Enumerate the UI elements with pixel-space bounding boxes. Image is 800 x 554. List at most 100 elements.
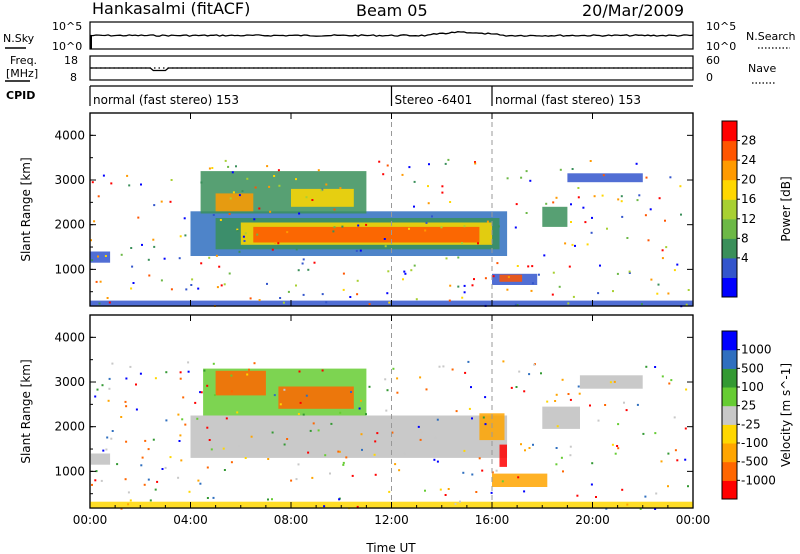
scatter-speck — [215, 254, 218, 257]
scatter-speck — [356, 293, 359, 296]
scatter-region — [253, 226, 480, 243]
scatter-speck — [449, 284, 452, 287]
x-tick-label: 04:00 — [173, 513, 208, 527]
scatter-speck — [208, 439, 211, 441]
scatter-speck — [661, 375, 664, 378]
scatter-speck — [555, 196, 558, 199]
cpid-segment-label: normal (fast stereo) 153 — [93, 93, 239, 107]
scatter-speck — [271, 248, 274, 251]
scatter-speck — [582, 206, 585, 209]
scatter-region — [215, 193, 254, 212]
scatter-speck — [320, 189, 323, 192]
scatter-speck — [135, 408, 138, 411]
scatter-speck — [177, 476, 180, 479]
scatter-speck — [107, 399, 110, 402]
scatter-speck — [355, 249, 358, 252]
scatter-speck — [434, 436, 437, 439]
scatter-speck — [501, 480, 504, 483]
scatter-speck — [91, 483, 93, 486]
scatter-speck — [110, 182, 113, 185]
scatter-speck — [365, 413, 367, 416]
scatter-speck — [687, 485, 689, 488]
nsky-tick-left-top: 10^5 — [52, 20, 82, 33]
scatter-speck — [427, 202, 430, 205]
scatter-speck — [687, 289, 690, 291]
scatter-speck — [206, 466, 209, 469]
scatter-speck — [623, 401, 625, 404]
scatter-speck — [617, 423, 620, 426]
scatter-speck — [440, 226, 443, 229]
scatter-speck — [208, 167, 211, 170]
scatter-speck — [520, 443, 522, 446]
scatter-speck — [413, 180, 416, 183]
scatter-speck — [154, 488, 157, 491]
freq-tick-top: 18 — [64, 54, 78, 67]
scatter-speck — [613, 380, 616, 383]
scatter-speck — [639, 507, 642, 510]
scatter-speck — [130, 247, 133, 249]
scatter-speck — [163, 257, 166, 260]
scatter-speck — [388, 301, 391, 304]
nsky-tick-left-bottom: 10^0 — [52, 40, 82, 53]
power-panel: 1000 2000 3000 4000 Slant Range [km] 28 24 20 16… — [19, 112, 793, 308]
scatter-speck — [482, 416, 485, 419]
scatter-speck — [376, 432, 379, 435]
scatter-speck — [685, 303, 688, 306]
scatter-speck — [341, 225, 344, 228]
scatter-speck — [99, 280, 102, 283]
scatter-speck — [305, 394, 308, 397]
scatter-speck — [438, 365, 441, 368]
freq-unit-label: [MHz] — [6, 67, 38, 80]
scatter-speck — [402, 278, 404, 281]
scatter-region — [499, 444, 507, 467]
scatter-speck — [258, 299, 261, 302]
scatter-speck — [179, 371, 182, 374]
scatter-region — [567, 173, 643, 183]
scatter-speck — [313, 261, 316, 264]
x-tick-label: 00:00 — [73, 513, 108, 527]
scatter-speck — [481, 469, 484, 472]
scatter-speck — [551, 293, 554, 296]
colorbar-segment — [722, 443, 737, 463]
x-tick-label: 08:00 — [274, 513, 309, 527]
scatter-speck — [90, 239, 92, 242]
scatter-speck — [183, 217, 186, 220]
scatter-speck — [299, 401, 302, 404]
scatter-speck — [528, 447, 531, 449]
scatter-speck — [246, 373, 249, 376]
scatter-speck — [444, 494, 447, 496]
scatter-speck — [455, 410, 458, 413]
scatter-speck — [191, 278, 194, 281]
scatter-speck — [149, 499, 152, 502]
scatter-speck — [277, 169, 280, 172]
scatter-speck — [649, 208, 652, 211]
scatter-speck — [457, 256, 460, 259]
scatter-speck — [401, 173, 404, 176]
scatter-speck — [153, 245, 156, 248]
scatter-speck — [106, 297, 109, 299]
scatter-speck — [445, 257, 448, 260]
scatter-speck — [129, 365, 132, 368]
x-tick-label: 20:00 — [575, 513, 610, 527]
scatter-speck — [555, 447, 558, 449]
scatter-speck — [297, 413, 300, 415]
scatter-speck — [368, 303, 371, 306]
scatter-speck — [241, 190, 244, 193]
scatter-speck — [301, 262, 304, 265]
scatter-speck — [338, 498, 341, 501]
scatter-speck — [184, 423, 187, 426]
scatter-speck — [590, 483, 593, 486]
scatter-speck — [274, 241, 277, 244]
scatter-speck — [100, 479, 103, 482]
scatter-speck — [184, 234, 187, 237]
scatter-speck — [98, 302, 101, 305]
scatter-speck — [125, 440, 128, 443]
scatter-speck — [317, 429, 320, 432]
scatter-speck — [297, 269, 300, 272]
colorbar-tick-label: 16 — [741, 192, 756, 206]
scatter-speck — [571, 243, 574, 246]
scatter-speck — [212, 214, 215, 216]
cpid-label: CPID — [6, 89, 35, 102]
scatter-speck — [471, 473, 474, 476]
scatter-speck — [647, 239, 650, 242]
